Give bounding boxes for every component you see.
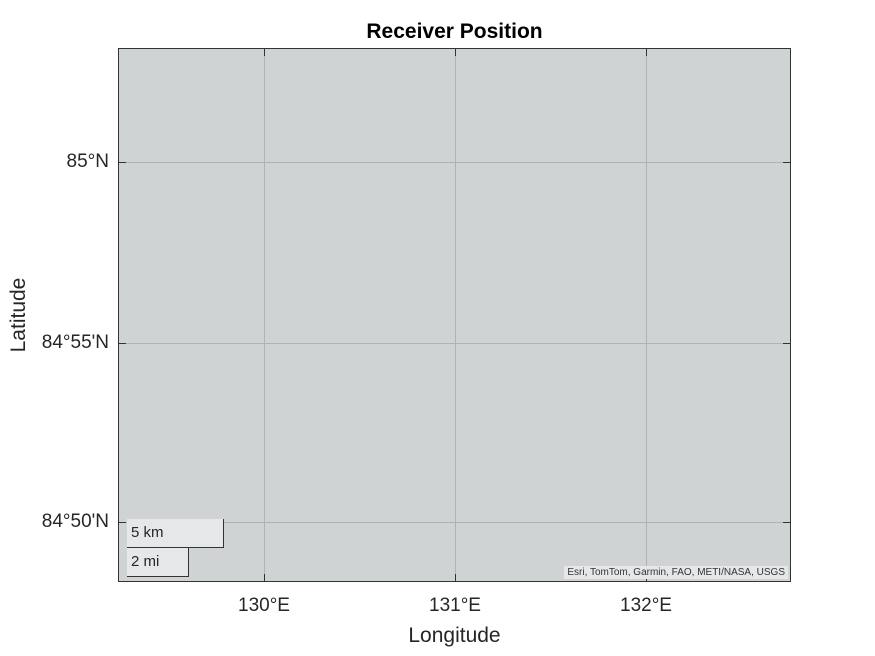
y-tick-mark bbox=[119, 162, 126, 163]
x-tick-label: 131°E bbox=[429, 595, 481, 616]
y-tick-label: 84°55'N bbox=[41, 332, 109, 353]
x-tick-label: 130°E bbox=[238, 595, 290, 616]
gridline-lon-130 bbox=[264, 49, 265, 581]
x-tick-mark bbox=[646, 49, 647, 56]
y-tick-mark bbox=[119, 522, 126, 523]
gridline-lat-84-55 bbox=[119, 343, 790, 344]
y-tick-mark bbox=[119, 343, 126, 344]
gridline-lon-132 bbox=[646, 49, 647, 581]
basemap-attribution: Esri, TomTom, Garmin, FAO, METI/NASA, US… bbox=[564, 566, 788, 579]
y-tick-mark bbox=[783, 162, 790, 163]
gridline-lat-84-50 bbox=[119, 522, 790, 523]
scalebar-km-label: 5 km bbox=[131, 524, 164, 541]
map-plot-area[interactable]: 5 km 2 mi Esri, TomTom, Garmin, FAO, MET… bbox=[118, 48, 791, 582]
x-tick-mark bbox=[455, 49, 456, 56]
x-tick-mark bbox=[455, 574, 456, 581]
gridline-lat-85 bbox=[119, 162, 790, 163]
map-title: Receiver Position bbox=[366, 20, 543, 43]
y-tick-mark bbox=[783, 522, 790, 523]
y-tick-mark bbox=[783, 343, 790, 344]
x-axis-label: Longitude bbox=[408, 624, 501, 647]
x-tick-mark bbox=[264, 574, 265, 581]
scalebar-mi: 2 mi bbox=[127, 548, 189, 577]
y-tick-label: 85°N bbox=[66, 151, 109, 172]
y-axis-label: Latitude bbox=[7, 277, 30, 353]
scalebar-km: 5 km bbox=[127, 519, 224, 548]
x-tick-mark bbox=[264, 49, 265, 56]
scalebar-mi-label: 2 mi bbox=[131, 553, 160, 570]
y-tick-label: 84°50'N bbox=[41, 511, 109, 532]
x-tick-label: 132°E bbox=[620, 595, 672, 616]
gridline-lon-131 bbox=[455, 49, 456, 581]
